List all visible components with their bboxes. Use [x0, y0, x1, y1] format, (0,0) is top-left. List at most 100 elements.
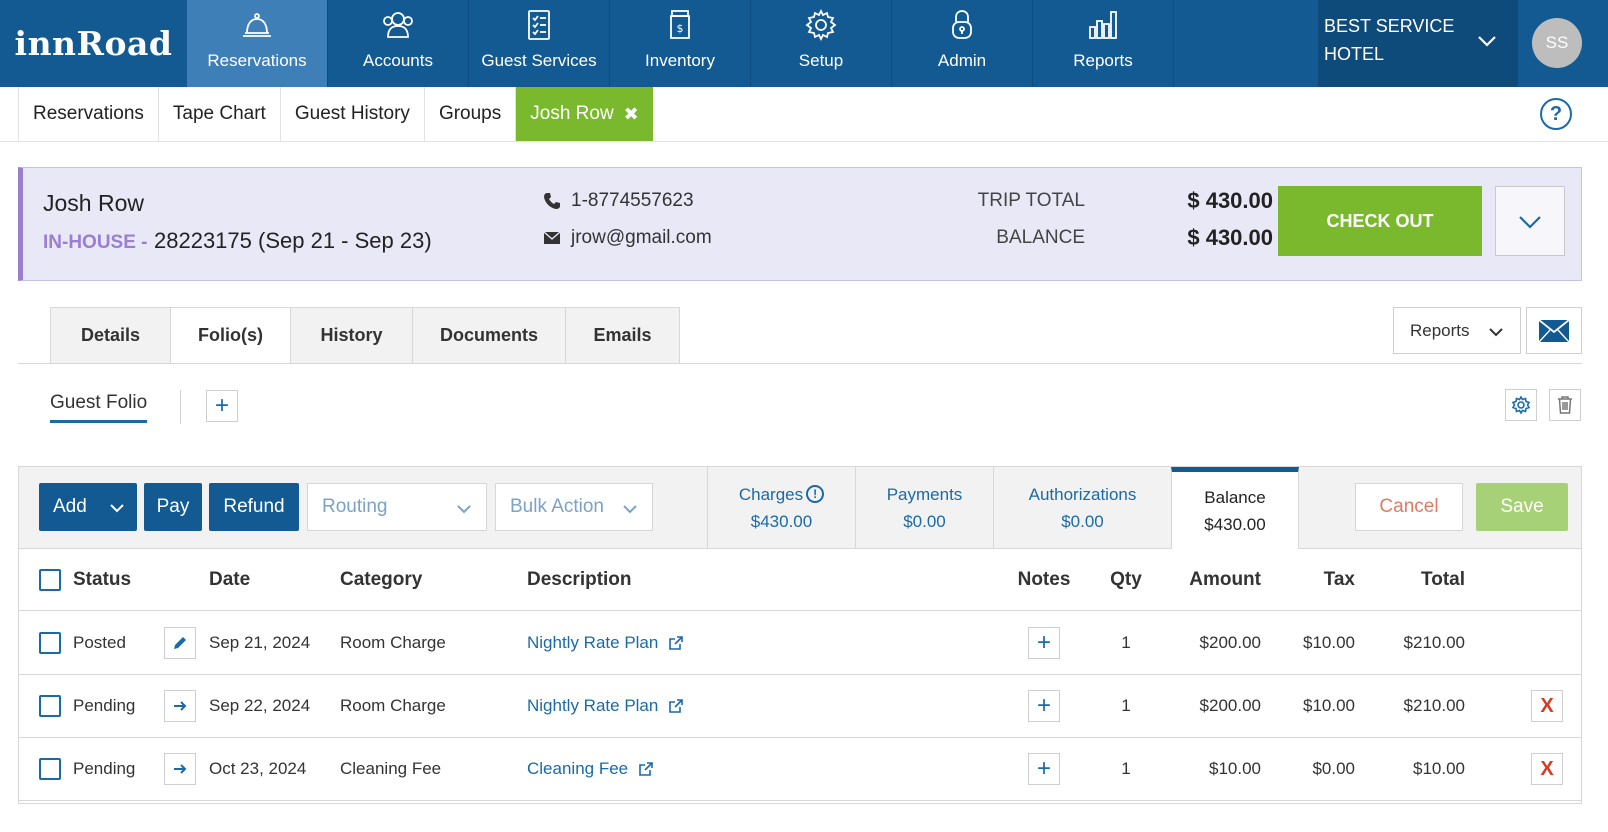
info-icon[interactable]: !: [806, 485, 825, 503]
row-date: Oct 23, 2024: [209, 759, 307, 778]
nav-label: Guest Services: [481, 51, 597, 70]
email-button[interactable]: [1526, 307, 1582, 354]
svg-text:$: $: [677, 22, 684, 35]
bulk-action-select[interactable]: Bulk Action: [495, 483, 653, 531]
folio-delete-button[interactable]: [1549, 389, 1581, 421]
header-description[interactable]: Description: [527, 568, 632, 590]
check-out-button[interactable]: CHECK OUT: [1278, 186, 1482, 256]
add-note-button[interactable]: +: [1028, 690, 1060, 722]
subtab-label: Josh Row: [530, 103, 614, 124]
help-button[interactable]: ?: [1540, 98, 1572, 130]
row-description: Nightly Rate Plan: [527, 675, 684, 737]
row-action-cell: [164, 738, 196, 800]
subtab-guest-history[interactable]: Guest History: [279, 87, 424, 141]
nav-setup[interactable]: Setup: [751, 0, 892, 87]
header-date[interactable]: Date: [209, 568, 251, 590]
row-description: Nightly Rate Plan: [527, 612, 684, 674]
folio-tab-guest[interactable]: Guest Folio: [50, 392, 148, 423]
nav-guest-services[interactable]: Guest Services: [469, 0, 610, 87]
nav-admin[interactable]: Admin: [892, 0, 1033, 87]
subtab-josh-row[interactable]: Josh Row ✖: [515, 87, 653, 141]
sub-tabs: Reservations Tape Chart Guest History Gr…: [18, 87, 653, 141]
summary-authorizations[interactable]: Authorizations $0.00: [993, 467, 1171, 548]
detail-tabs: Details Folio(s) History Documents Email…: [50, 307, 680, 364]
close-icon[interactable]: ✖: [623, 103, 639, 124]
bar-chart-icon: [1089, 11, 1117, 39]
nav-inventory[interactable]: $ Inventory: [610, 0, 751, 87]
row-notes-cell: +: [1009, 738, 1079, 800]
table-header: Status Date Category Description Notes Q…: [19, 549, 1581, 611]
reports-dropdown[interactable]: Reports: [1393, 307, 1521, 354]
row-total: $210.00: [1403, 633, 1465, 652]
app-logo[interactable]: innRoad: [14, 24, 173, 63]
chevron-down-icon: [623, 505, 637, 514]
row-qty: 1: [1121, 696, 1131, 715]
header-qty: Qty: [1110, 568, 1142, 590]
subtab-tape-chart[interactable]: Tape Chart: [157, 87, 280, 141]
summary-charges[interactable]: Charges! $430.00: [707, 467, 855, 548]
arrow-right-icon: [174, 701, 187, 711]
summary-balance[interactable]: Balance $430.00: [1171, 467, 1299, 549]
tab-folios[interactable]: Folio(s): [170, 307, 290, 364]
nav-label: Reservations: [207, 51, 307, 70]
subtab-groups[interactable]: Groups: [423, 87, 515, 141]
routing-select[interactable]: Routing: [307, 483, 487, 531]
balance-label: Balance: [1204, 487, 1266, 507]
folio-settings-button[interactable]: [1505, 389, 1537, 421]
header-status[interactable]: Status: [73, 568, 132, 590]
tab-emails[interactable]: Emails: [565, 307, 680, 364]
row-checkbox[interactable]: [39, 695, 61, 717]
add-button[interactable]: Add: [39, 483, 137, 531]
subtab-reservations[interactable]: Reservations: [18, 87, 158, 141]
delete-row-button[interactable]: X: [1531, 690, 1563, 722]
add-folio-button[interactable]: +: [206, 390, 238, 422]
chevron-down-icon: [457, 505, 471, 514]
header-total: Total: [1421, 568, 1465, 590]
cancel-button[interactable]: Cancel: [1355, 483, 1463, 531]
summary-payments[interactable]: Payments $0.00: [855, 467, 993, 548]
add-note-button[interactable]: +: [1028, 627, 1060, 659]
table-row: Pending Sep 22, 2024 Room Charge Nightly…: [19, 675, 1581, 738]
row-tax: $0.00: [1312, 759, 1355, 778]
tab-documents[interactable]: Documents: [412, 307, 565, 364]
row-select-cell: [39, 738, 61, 800]
charges-label: Charges: [738, 484, 804, 504]
banner-dropdown-button[interactable]: [1495, 186, 1565, 256]
hotel-selector[interactable]: BEST SERVICE HOTEL: [1318, 0, 1518, 87]
post-button[interactable]: [164, 690, 196, 722]
delete-row-button[interactable]: X: [1531, 753, 1563, 785]
hotel-name-line2: HOTEL: [1324, 44, 1385, 64]
select-all-checkbox[interactable]: [39, 568, 61, 591]
row-amount: $200.00: [1199, 696, 1261, 715]
description-link[interactable]: Nightly Rate Plan: [527, 633, 684, 653]
description-link[interactable]: Cleaning Fee: [527, 759, 654, 779]
nav-reports[interactable]: Reports: [1033, 0, 1174, 87]
top-nav: innRoad Reservations Accounts Guest Serv…: [0, 0, 1608, 87]
header-notes: Notes: [1017, 568, 1071, 590]
refund-button[interactable]: Refund: [209, 483, 299, 531]
external-link-icon: [669, 699, 684, 713]
description-link[interactable]: Nightly Rate Plan: [527, 696, 684, 716]
authorizations-value: $0.00: [1061, 511, 1104, 531]
pay-button[interactable]: Pay: [144, 483, 202, 531]
save-button[interactable]: Save: [1476, 483, 1568, 531]
nav-reservations[interactable]: Reservations: [187, 0, 328, 87]
nav-accounts[interactable]: Accounts: [328, 0, 469, 87]
row-amount: $10.00: [1209, 759, 1261, 778]
authorizations-label: Authorizations: [1028, 484, 1137, 504]
avatar[interactable]: SS: [1532, 18, 1582, 68]
row-checkbox[interactable]: [39, 758, 61, 780]
row-status: Pending: [73, 759, 136, 778]
row-checkbox[interactable]: [39, 632, 61, 654]
row-select-cell: [39, 675, 61, 737]
tab-details[interactable]: Details: [50, 307, 170, 364]
post-button[interactable]: [164, 753, 196, 785]
guest-name: Josh Row: [43, 190, 144, 216]
balance-label: BALANCE: [996, 227, 1085, 248]
edit-button[interactable]: [164, 627, 196, 659]
add-note-button[interactable]: +: [1028, 753, 1060, 785]
users-icon: [383, 12, 413, 38]
header-category[interactable]: Category: [340, 568, 423, 590]
lock-icon: [952, 10, 972, 39]
tab-history[interactable]: History: [290, 307, 412, 364]
